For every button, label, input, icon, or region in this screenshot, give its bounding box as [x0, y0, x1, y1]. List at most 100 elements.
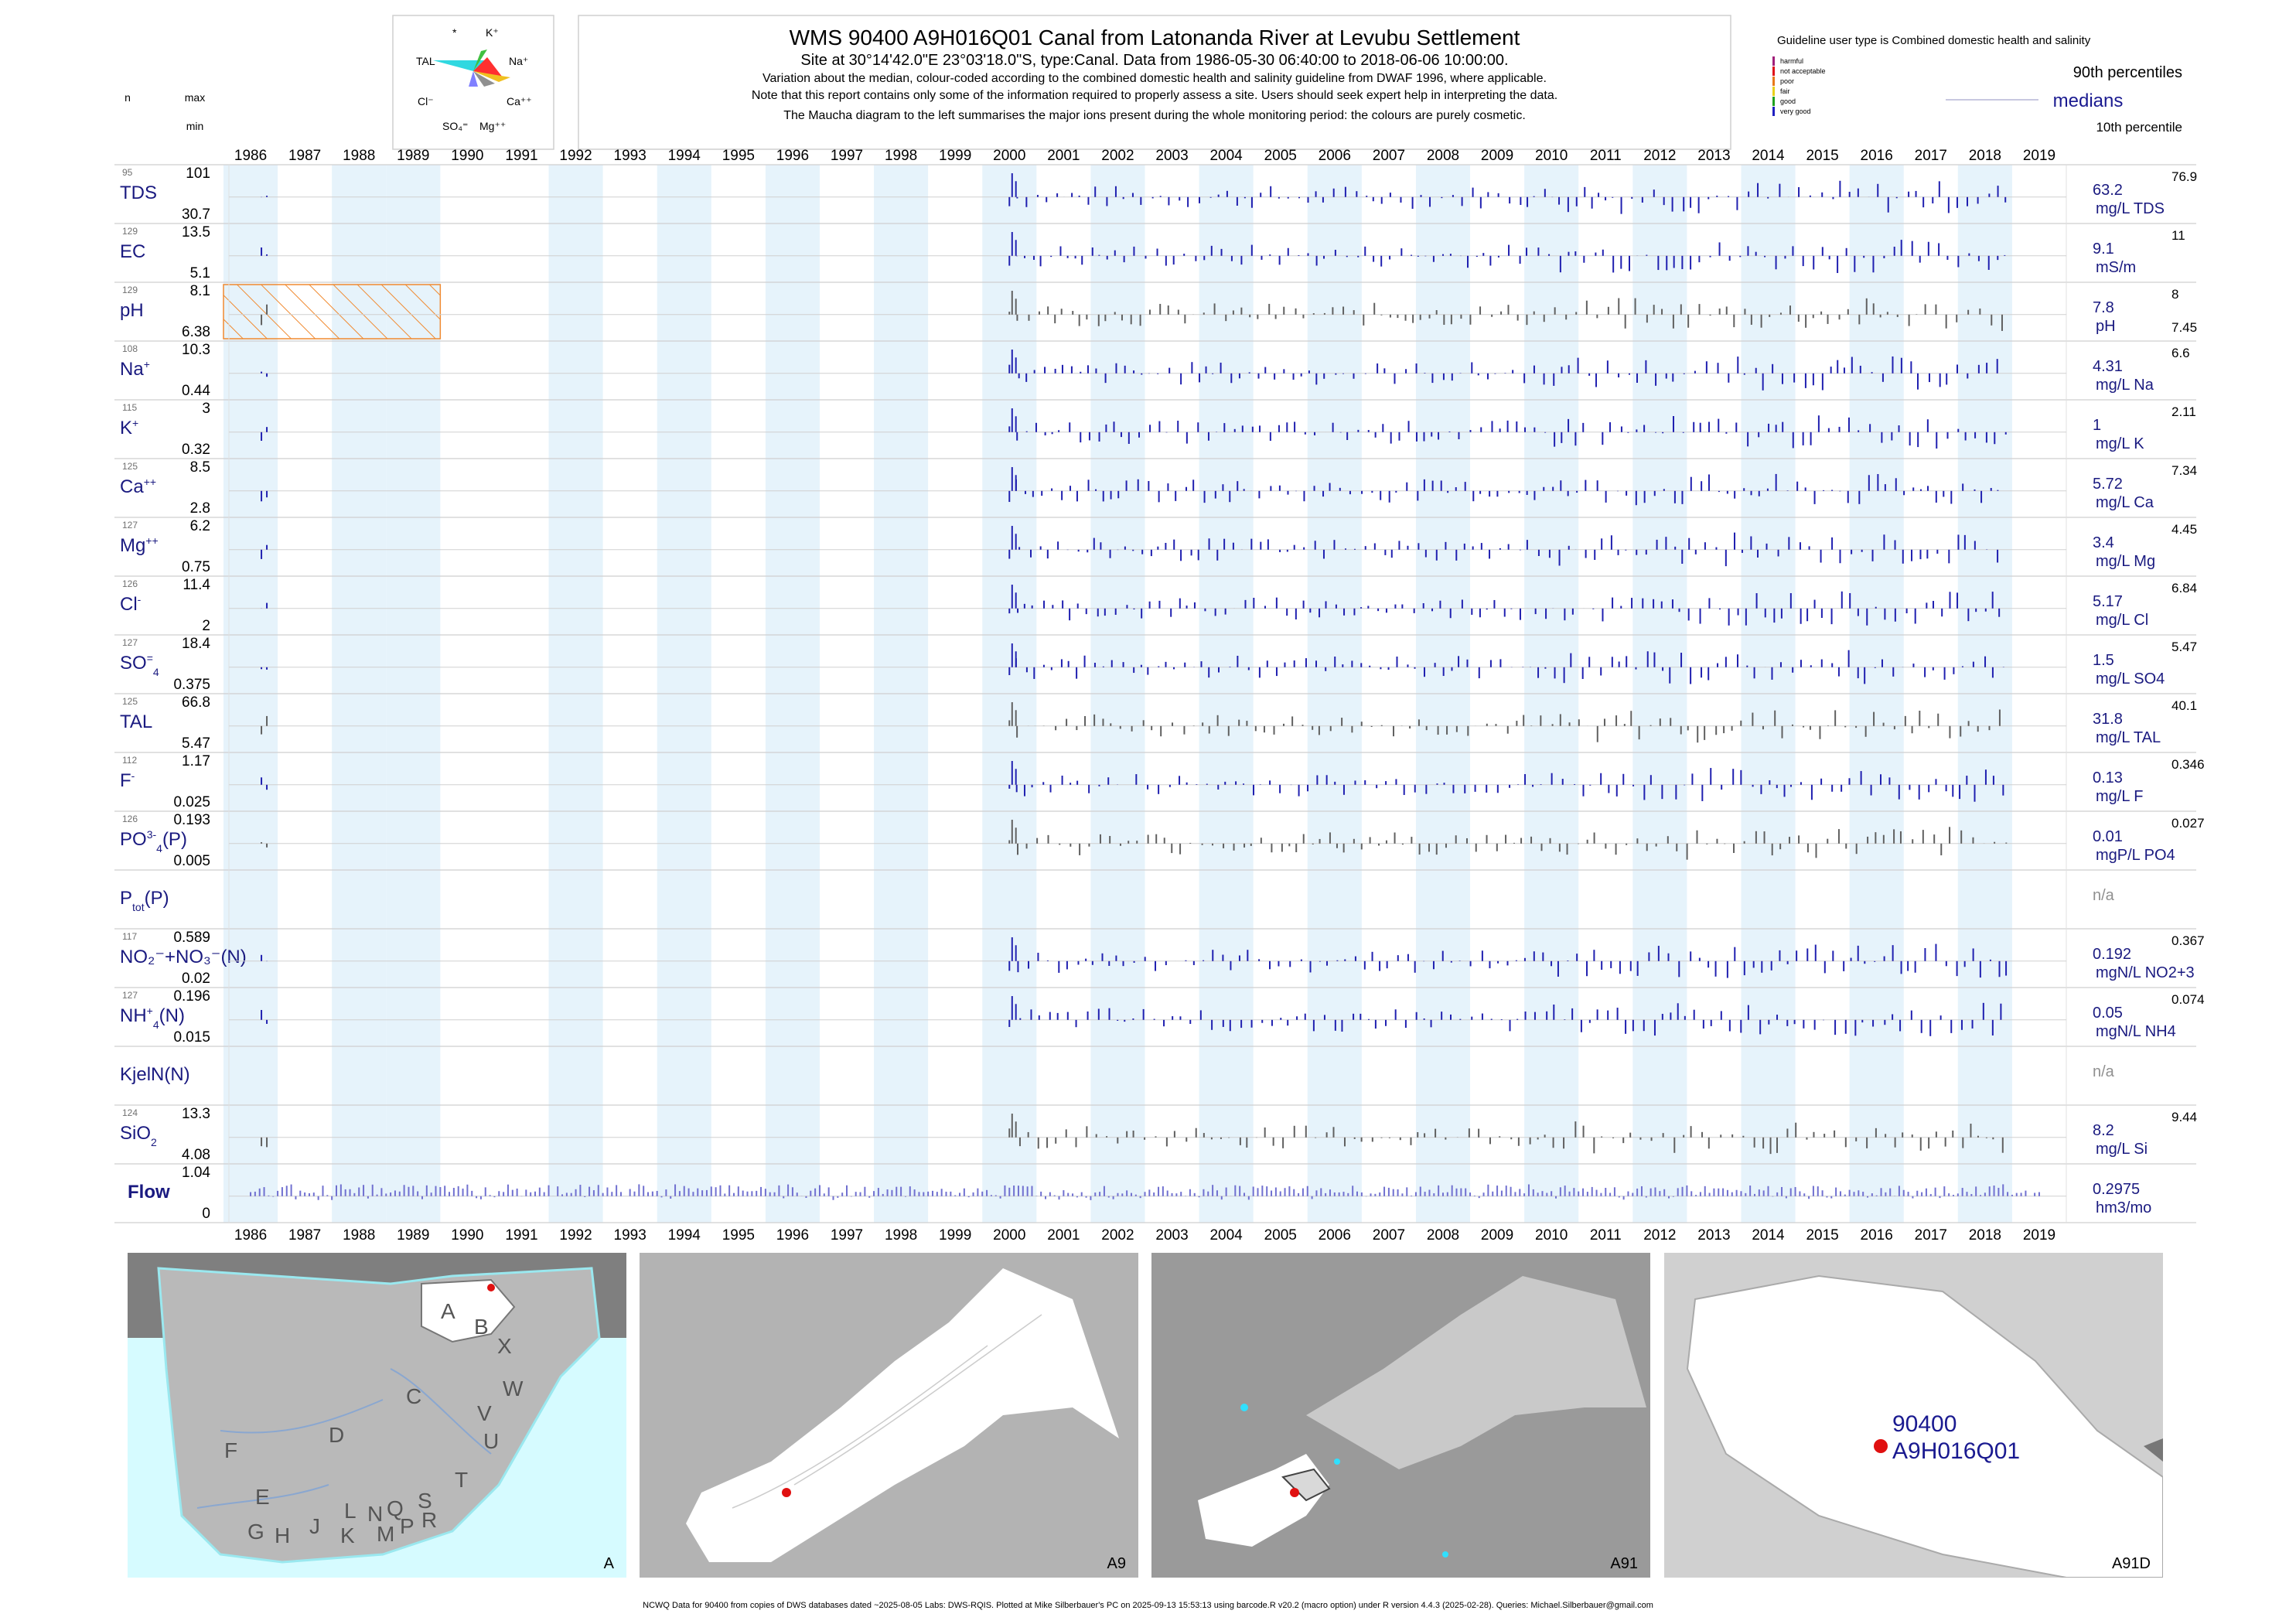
max-value: 6.2	[190, 518, 210, 534]
maucha-ca-wedge	[473, 71, 510, 82]
panel-cl: Cl- 126 11.4 2 5.17 6.84 mg/L Cl	[120, 577, 2197, 634]
median-value: 31.8	[2093, 711, 2123, 728]
panel-ec: EC 129 13.5 5.1 9.1 11 mS/m	[120, 224, 2185, 281]
map-label: A9	[1107, 1555, 1126, 1572]
maucha-label-so4: SO₄⁼	[442, 120, 468, 132]
min-value: 0.005	[173, 853, 210, 869]
parameter-label: Ptot(P)	[120, 888, 169, 913]
year-tick-label: 1997	[831, 1227, 863, 1244]
ph-hatched-zone	[223, 284, 442, 339]
panels: TDS 95 101 30.7 63.2 76.9 mg/L TDS EC 129 13.5 5.1…	[120, 165, 2205, 1222]
year-tick-label: 2005	[1264, 1227, 1297, 1244]
min-value: 0.02	[182, 971, 210, 987]
sample-count: 126	[122, 814, 138, 824]
map-label: A91	[1610, 1555, 1638, 1572]
region-label: E	[255, 1485, 270, 1509]
median-value: 3.4	[2093, 534, 2114, 551]
sample-count: 127	[122, 990, 138, 1001]
year-tick-label: 2002	[1101, 1227, 1134, 1244]
min-value: 6.38	[182, 324, 210, 340]
p90-value: 7.34	[2171, 463, 2197, 478]
parameter-label: NO₂⁻+NO₃⁻(N)	[120, 947, 247, 967]
year-tick-label: 1999	[939, 1227, 971, 1244]
year-tick-label: 2000	[993, 148, 1025, 164]
year-tick-label: 2011	[1590, 148, 1622, 164]
guideline-legend: Guideline user type is Combined domestic…	[1772, 34, 2182, 135]
unit-label: mg/L Na	[2096, 377, 2154, 394]
year-axis-top: 1986 1987 1988 1989 1990 1991 1992 1993 1994 1995…	[234, 148, 2055, 164]
parameter-label: SiO2	[120, 1123, 157, 1148]
min-value: 2.8	[190, 500, 210, 517]
unit-label: mg/L Mg	[2096, 553, 2155, 570]
timeseries-chart: 1986 1987 1988 1989 1990 1991 1992 1993 1994 1995…	[114, 148, 2205, 1244]
map-label: A	[603, 1555, 614, 1572]
median-value: 0.192	[2093, 946, 2131, 963]
map-a91: A91	[1151, 1253, 1650, 1578]
median-value: 0.2975	[2093, 1181, 2140, 1198]
min-value: 0.32	[182, 442, 210, 458]
max-value: 1.17	[182, 753, 210, 769]
maucha-label-star: *	[452, 26, 457, 39]
region-label: C	[406, 1384, 422, 1408]
parameter-label: EC	[120, 241, 145, 262]
unit-label: mg/L Si	[2096, 1141, 2148, 1158]
year-tick-label: 2018	[1969, 148, 2001, 164]
max-value: 0.589	[173, 930, 210, 946]
year-tick-label: 1999	[939, 148, 971, 164]
year-tick-label: 2002	[1101, 148, 1134, 164]
legend-class-label: poor	[1780, 77, 1794, 85]
region-label: L	[344, 1499, 357, 1523]
p90-value: 5.47	[2171, 640, 2197, 654]
map-a91d-svg	[1664, 1253, 2163, 1578]
parameter-label: Flow	[128, 1182, 170, 1203]
legend-class-label: harmful	[1780, 57, 1803, 65]
year-tick-label: 2018	[1969, 1227, 2001, 1244]
year-tick-label: 2017	[1915, 148, 1947, 164]
median-value: 63.2	[2093, 182, 2123, 199]
legend-class-label: good	[1780, 97, 1796, 105]
col-header-n: n	[125, 91, 131, 104]
parameter-label: NH+4(N)	[120, 1005, 185, 1031]
year-tick-label: 1996	[776, 148, 809, 164]
map-strip: A B X C W D V U F T E S Q R L N P G H J …	[0, 1253, 2296, 1593]
sample-count: 125	[122, 461, 138, 472]
map-south-africa: A B X C W D V U F T E S Q R L N P G H J …	[128, 1253, 626, 1578]
year-tick-label: 1993	[614, 148, 646, 164]
max-value: 8.5	[190, 459, 210, 476]
legend-swatch	[1772, 97, 1775, 106]
panel-so: SO=4 127 18.4 0.375 1.5 5.47 mg/L SO4	[120, 636, 2197, 693]
subtitle-line-1: Variation about the median, colour-coded…	[762, 72, 1547, 85]
region-label: K	[340, 1523, 355, 1547]
panel-kjeln-n-: KjelN(N) n/a	[120, 1063, 2115, 1085]
p90-value: 6.84	[2171, 581, 2197, 595]
panel-po: PO3-4(P) 126 0.193 0.005 0.01 0.027 mgP/L PO4	[120, 812, 2205, 869]
p90-value: 8	[2171, 287, 2178, 302]
year-tick-label: 1989	[397, 148, 429, 164]
year-tick-label: 2015	[1806, 1227, 1838, 1244]
region-label: M	[377, 1522, 395, 1546]
region-label: T	[455, 1468, 469, 1492]
max-value: 18.4	[182, 636, 210, 652]
year-tick-label: 1998	[885, 148, 917, 164]
region-label: W	[503, 1377, 524, 1401]
year-tick-label: 1996	[776, 1227, 809, 1244]
unit-label: mg/L F	[2096, 788, 2144, 805]
legend-class-label: very good	[1780, 107, 1811, 115]
median-value: n/a	[2093, 1063, 2115, 1080]
min-value: 0.375	[173, 677, 210, 693]
region-label: Q	[387, 1496, 404, 1520]
year-tick-label: 2012	[1643, 1227, 1676, 1244]
site-info: Site at 30°14'42.0"E 23°03'18.0"S, type:…	[800, 52, 1508, 69]
year-tick-label: 1991	[505, 1227, 537, 1244]
panel-tds: TDS 95 101 30.7 63.2 76.9 mg/L TDS	[120, 165, 2197, 223]
year-tick-label: 1993	[614, 1227, 646, 1244]
year-tick-label: 2003	[1155, 1227, 1188, 1244]
median-value: 0.13	[2093, 769, 2123, 786]
region-label: U	[483, 1429, 500, 1453]
max-value: 0.196	[173, 988, 210, 1005]
year-tick-label: 2019	[2023, 148, 2055, 164]
p90-value: 4.45	[2171, 522, 2197, 537]
year-tick-label: 2016	[1861, 1227, 1893, 1244]
subtitle-line-2: Note that this report contains only some…	[752, 89, 1557, 102]
